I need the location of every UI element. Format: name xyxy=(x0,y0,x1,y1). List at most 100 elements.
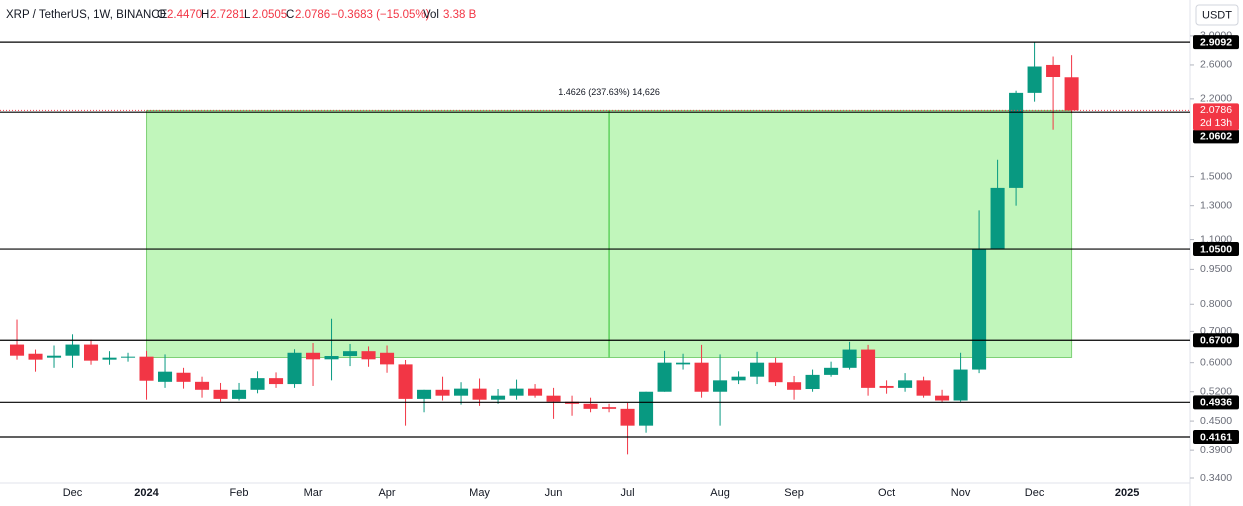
level-label: 0.6700 xyxy=(1200,335,1232,347)
x-tick-label: 2024 xyxy=(134,487,159,499)
candle-body xyxy=(731,376,746,381)
x-tick-label: Apr xyxy=(378,487,395,499)
level-label-box xyxy=(1193,35,1239,50)
candle-body xyxy=(343,351,358,357)
candle-body xyxy=(935,395,950,401)
candle-body xyxy=(916,380,931,396)
candle-body xyxy=(139,356,154,381)
candle-body xyxy=(46,355,62,358)
candle-body xyxy=(120,356,136,358)
candle-body xyxy=(602,407,617,409)
price-label-box xyxy=(1193,103,1239,131)
low-value: 2.0505 xyxy=(252,9,287,21)
candle-body xyxy=(713,380,728,392)
candle-body xyxy=(361,351,376,360)
x-tick-label: Dec xyxy=(1025,487,1045,499)
candle-body xyxy=(398,364,413,399)
candle-body xyxy=(176,372,191,382)
candle-body xyxy=(195,381,210,390)
low-key: L xyxy=(244,9,251,21)
candle-body xyxy=(213,389,228,399)
candle-body xyxy=(676,362,691,365)
candle-body xyxy=(102,357,117,360)
price-countdown: 2d 13h xyxy=(1200,117,1232,129)
candle-body xyxy=(324,356,339,360)
level-label-box xyxy=(1193,429,1239,444)
x-tick-label: May xyxy=(469,487,490,499)
level-label-box xyxy=(1193,333,1239,348)
candle-body xyxy=(1027,66,1042,93)
y-tick-label: 0.6000 xyxy=(1200,356,1232,368)
candle-body xyxy=(1064,77,1079,111)
y-tick-label: 2.6000 xyxy=(1200,59,1232,71)
symbol: XRP / TetherUS, 1W, BINANCE xyxy=(6,9,168,21)
candle-body xyxy=(380,352,395,365)
x-tick-label: Jun xyxy=(545,487,563,499)
high-value: 2.7281 xyxy=(210,9,245,21)
x-tick-label: Dec xyxy=(63,487,83,499)
x-tick-label: Nov xyxy=(951,487,971,499)
candle-body xyxy=(509,388,524,396)
candle-body xyxy=(787,382,802,390)
y-tick-label: 0.3900 xyxy=(1200,444,1232,456)
y-tick-label: 2.2000 xyxy=(1200,93,1232,105)
level-label-box xyxy=(1193,129,1239,144)
currency-box[interactable] xyxy=(1195,4,1239,26)
volume-value: 3.38 B xyxy=(443,9,477,21)
y-tick-label: 0.9500 xyxy=(1200,263,1232,275)
candle-body xyxy=(583,403,598,409)
candle-body xyxy=(953,369,968,401)
candle-body xyxy=(972,249,987,370)
candle-body xyxy=(694,362,709,392)
candle-body xyxy=(805,374,820,390)
candle-body xyxy=(546,395,561,402)
candle-body xyxy=(898,380,913,388)
candle-body xyxy=(768,362,783,383)
close-key: C xyxy=(286,9,294,21)
candle-body xyxy=(9,344,25,356)
y-tick-label: 0.5200 xyxy=(1200,386,1232,398)
candle-body xyxy=(491,395,506,400)
plot-area xyxy=(9,42,1079,455)
open-value: 2.4470 xyxy=(167,9,202,21)
candle-body xyxy=(750,362,765,377)
x-tick-label: Aug xyxy=(710,487,730,499)
candle-body xyxy=(879,385,894,388)
level-label-box xyxy=(1193,242,1239,257)
y-tick-label: 0.3400 xyxy=(1200,472,1232,484)
x-tick-label: Mar xyxy=(304,487,323,499)
open-key: O xyxy=(157,9,166,21)
candle-body xyxy=(83,344,99,361)
x-tick-label: Feb xyxy=(230,487,249,499)
candle-body xyxy=(250,378,265,390)
candle-body xyxy=(269,378,284,385)
x-tick-label: Sep xyxy=(784,487,804,499)
price-label: 2.0786 xyxy=(1200,104,1232,116)
volume-key: Vol xyxy=(423,9,439,21)
candle-body xyxy=(472,388,487,400)
measure-label: 1.4626 (237.63%) 14,626 xyxy=(558,87,660,97)
candle-body xyxy=(65,344,80,356)
level-label: 0.4161 xyxy=(1200,431,1232,443)
candle-body xyxy=(639,391,654,426)
candle-body xyxy=(861,349,876,388)
y-tick-label: 1.5000 xyxy=(1200,170,1232,182)
candle-body xyxy=(990,187,1005,250)
currency[interactable]: USDT xyxy=(1202,9,1232,21)
candle-body xyxy=(232,389,247,399)
level-label-box xyxy=(1193,395,1239,410)
candle-body xyxy=(454,388,469,396)
y-tick-label: 0.8000 xyxy=(1200,298,1232,310)
candle-body xyxy=(1009,92,1024,188)
x-tick-label: Jul xyxy=(621,487,635,499)
candle-body xyxy=(657,362,672,392)
change: −0.3683 (−15.05%) xyxy=(331,9,430,21)
candle-body xyxy=(1046,64,1061,78)
level-label: 1.0500 xyxy=(1200,243,1232,255)
level-label: 2.9092 xyxy=(1200,36,1232,48)
level-label: 0.4936 xyxy=(1200,397,1232,409)
high-key: H xyxy=(201,9,209,21)
candle-body xyxy=(824,367,839,375)
close-value: 2.0786 xyxy=(295,9,330,21)
